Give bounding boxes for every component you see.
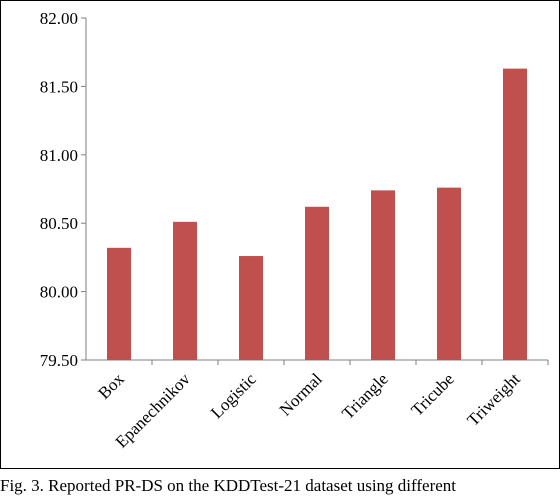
bar-logistic xyxy=(239,256,263,360)
y-tick-label: 80.00 xyxy=(40,283,78,302)
y-tick-label: 82.00 xyxy=(40,9,78,28)
x-tick-label: Normal xyxy=(276,369,326,419)
bar-tricube xyxy=(437,187,461,360)
bar-chart: 79.5080.0080.5081.0081.5082.00BoxEpanech… xyxy=(0,0,560,469)
chart-border xyxy=(0,0,560,469)
y-tick-label: 81.00 xyxy=(40,146,78,165)
bar-box xyxy=(107,247,131,360)
bar-epanechnikov xyxy=(173,221,197,360)
x-tick-label: Triweight xyxy=(463,369,524,430)
x-tick-label: Tricube xyxy=(407,369,457,419)
figure-caption: Fig. 3. Reported PR-DS on the KDDTest-21… xyxy=(0,476,457,495)
x-tick-label: Box xyxy=(94,369,128,403)
y-tick-label: 81.50 xyxy=(40,77,78,96)
x-tick-label: Logistic xyxy=(207,369,260,422)
x-tick-label: Triangle xyxy=(338,369,392,423)
y-tick-label: 80.50 xyxy=(40,214,78,233)
bar-triweight xyxy=(503,68,527,360)
bar-triangle xyxy=(371,190,395,360)
bar-normal xyxy=(305,206,329,360)
y-tick-label: 79.50 xyxy=(40,351,78,370)
chart-frame: 79.50 80.00 80.50 81.00 81.50 82.00 Box Epanech… xyxy=(0,0,560,469)
